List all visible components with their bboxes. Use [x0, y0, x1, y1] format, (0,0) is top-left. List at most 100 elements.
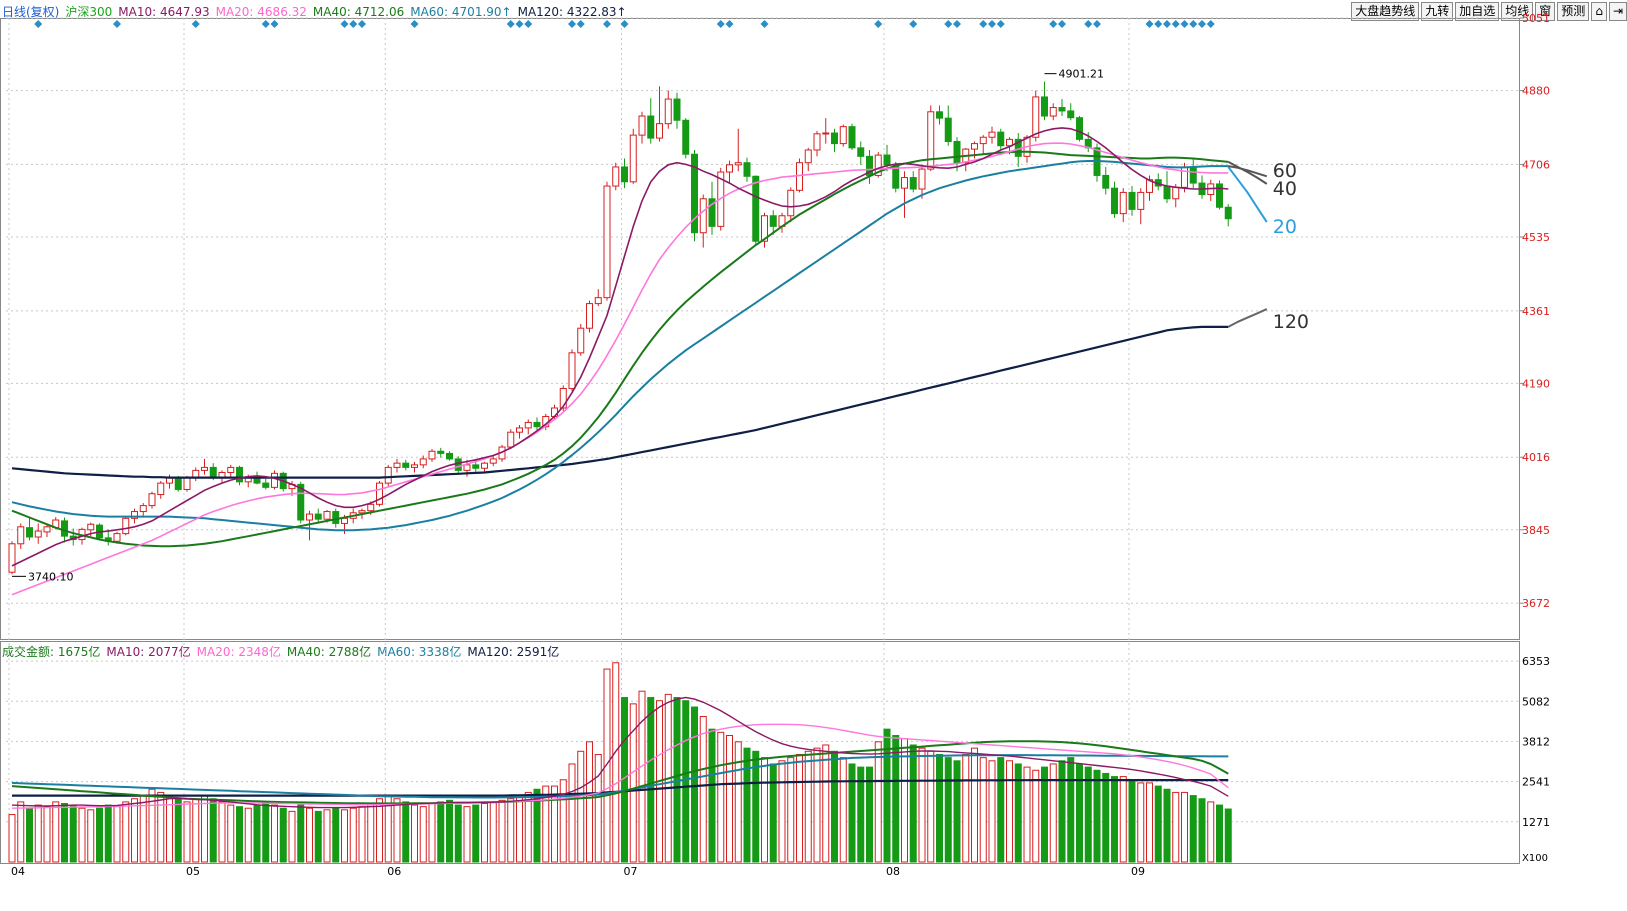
volume-bar — [78, 807, 86, 863]
volume-bar — [524, 791, 532, 863]
volume-bar — [699, 716, 707, 863]
candle-body — [568, 352, 576, 389]
candle-body — [682, 119, 690, 155]
price-tick-label: 4535 — [1522, 231, 1550, 244]
volume-bar — [498, 799, 506, 863]
candle-body — [1058, 107, 1066, 112]
volume-bar — [26, 807, 33, 863]
volume-bar — [481, 802, 488, 863]
volume-bar — [358, 806, 366, 863]
candle-body — [481, 462, 488, 469]
volume-bar — [446, 799, 453, 863]
signal-diamond — [576, 20, 585, 28]
toolbar-button[interactable]: 九转 — [1421, 2, 1454, 21]
signal-diamond — [620, 20, 629, 28]
signal-diamond — [979, 20, 988, 28]
candle-body — [813, 133, 821, 151]
volume-bar — [52, 801, 60, 863]
forecast-tag-ma120: 120 — [1273, 311, 1309, 333]
candle-body — [489, 458, 497, 464]
signal-diamond — [1049, 20, 1058, 28]
toolbar-button[interactable]: 大盘趋势线 — [1351, 2, 1420, 21]
price-tick-label: 4016 — [1522, 451, 1550, 464]
signal-diamond — [349, 20, 358, 28]
volume-bar — [1128, 779, 1136, 863]
volume-bar — [533, 788, 541, 863]
candle-body — [393, 462, 401, 468]
toolbar-button[interactable]: 加自选 — [1455, 2, 1500, 21]
candle-body — [787, 189, 795, 217]
volume-bar — [349, 807, 357, 863]
legend-item: MA40: 4712.06 — [312, 5, 405, 19]
volume-bar — [1014, 763, 1022, 863]
signal-diamond — [996, 20, 1005, 28]
candle-body — [621, 166, 628, 183]
candle-body — [997, 131, 1005, 147]
volume-bar — [236, 806, 243, 863]
signal-diamond — [1163, 20, 1171, 28]
volume-bar — [1102, 772, 1110, 863]
candle-body — [454, 458, 462, 471]
candle-body — [148, 493, 156, 507]
legend-item: MA120: 4322.83↑ — [517, 5, 627, 19]
candle-body — [699, 198, 707, 234]
candle-body — [839, 126, 847, 145]
volume-bar — [43, 806, 51, 863]
candle-body — [87, 523, 95, 531]
volume-bar — [1181, 791, 1188, 863]
forecast-tag-ma60: 60 — [1273, 160, 1297, 182]
candle-body — [34, 530, 42, 538]
forecast-tag-ma20: 20 — [1273, 216, 1297, 238]
signal-diamond — [603, 20, 611, 28]
candle-body — [419, 458, 427, 466]
volume-bar — [367, 804, 375, 863]
candle-body — [323, 511, 331, 520]
toolbar-button[interactable]: 预测 — [1557, 2, 1590, 21]
volume-bar — [157, 791, 165, 863]
signal-diamond — [191, 20, 200, 28]
legend-item: 日线(复权) — [2, 5, 60, 19]
volume-bar — [612, 662, 620, 863]
price-panel-frame — [0, 18, 1520, 640]
candle-body — [927, 111, 935, 170]
candle-body — [157, 482, 165, 496]
candle-body — [1111, 187, 1118, 215]
toolbar-button[interactable]: ⌂ — [1591, 2, 1607, 21]
volume-bar — [218, 801, 226, 863]
candle-body — [227, 466, 235, 473]
volume-bar — [1207, 801, 1215, 863]
price-tick-label: 4190 — [1522, 377, 1550, 390]
volume-bar — [1172, 791, 1180, 863]
volume-bar — [586, 741, 593, 863]
candle-body — [743, 162, 751, 177]
candle-body — [761, 215, 768, 242]
volume-bar — [717, 731, 725, 863]
volume-bar — [61, 802, 68, 863]
volume-bar — [201, 795, 208, 863]
candle-body — [979, 136, 987, 145]
volume-bar — [839, 757, 847, 863]
candle-body — [1128, 191, 1136, 210]
volume-bar — [542, 785, 550, 863]
candle-body — [306, 513, 313, 521]
volume-bar — [857, 766, 865, 863]
legend-item: MA20: 4686.32 — [215, 5, 307, 19]
candle-body — [271, 472, 278, 488]
volume-bar — [463, 806, 471, 863]
candle-body — [472, 464, 480, 469]
low-label: 3740.10 — [28, 570, 74, 583]
toolbar-button[interactable]: 均线 — [1501, 2, 1534, 21]
toolbar-button[interactable]: 窗 — [1535, 2, 1556, 21]
candle-body — [139, 505, 147, 513]
candle-body — [209, 466, 217, 479]
toolbar-button[interactable]: ⇥ — [1608, 2, 1627, 21]
candle-body — [656, 123, 663, 139]
ma120-line — [11, 325, 1229, 479]
volume-bar — [796, 753, 803, 863]
signal-diamond — [1058, 20, 1066, 28]
candle-body — [1137, 191, 1145, 210]
volume-legend-item: MA120: 2591亿 — [467, 645, 560, 659]
forecast-tag-ma40: 40 — [1273, 178, 1297, 200]
volume-legend-item: MA10: 2077亿 — [106, 645, 191, 659]
